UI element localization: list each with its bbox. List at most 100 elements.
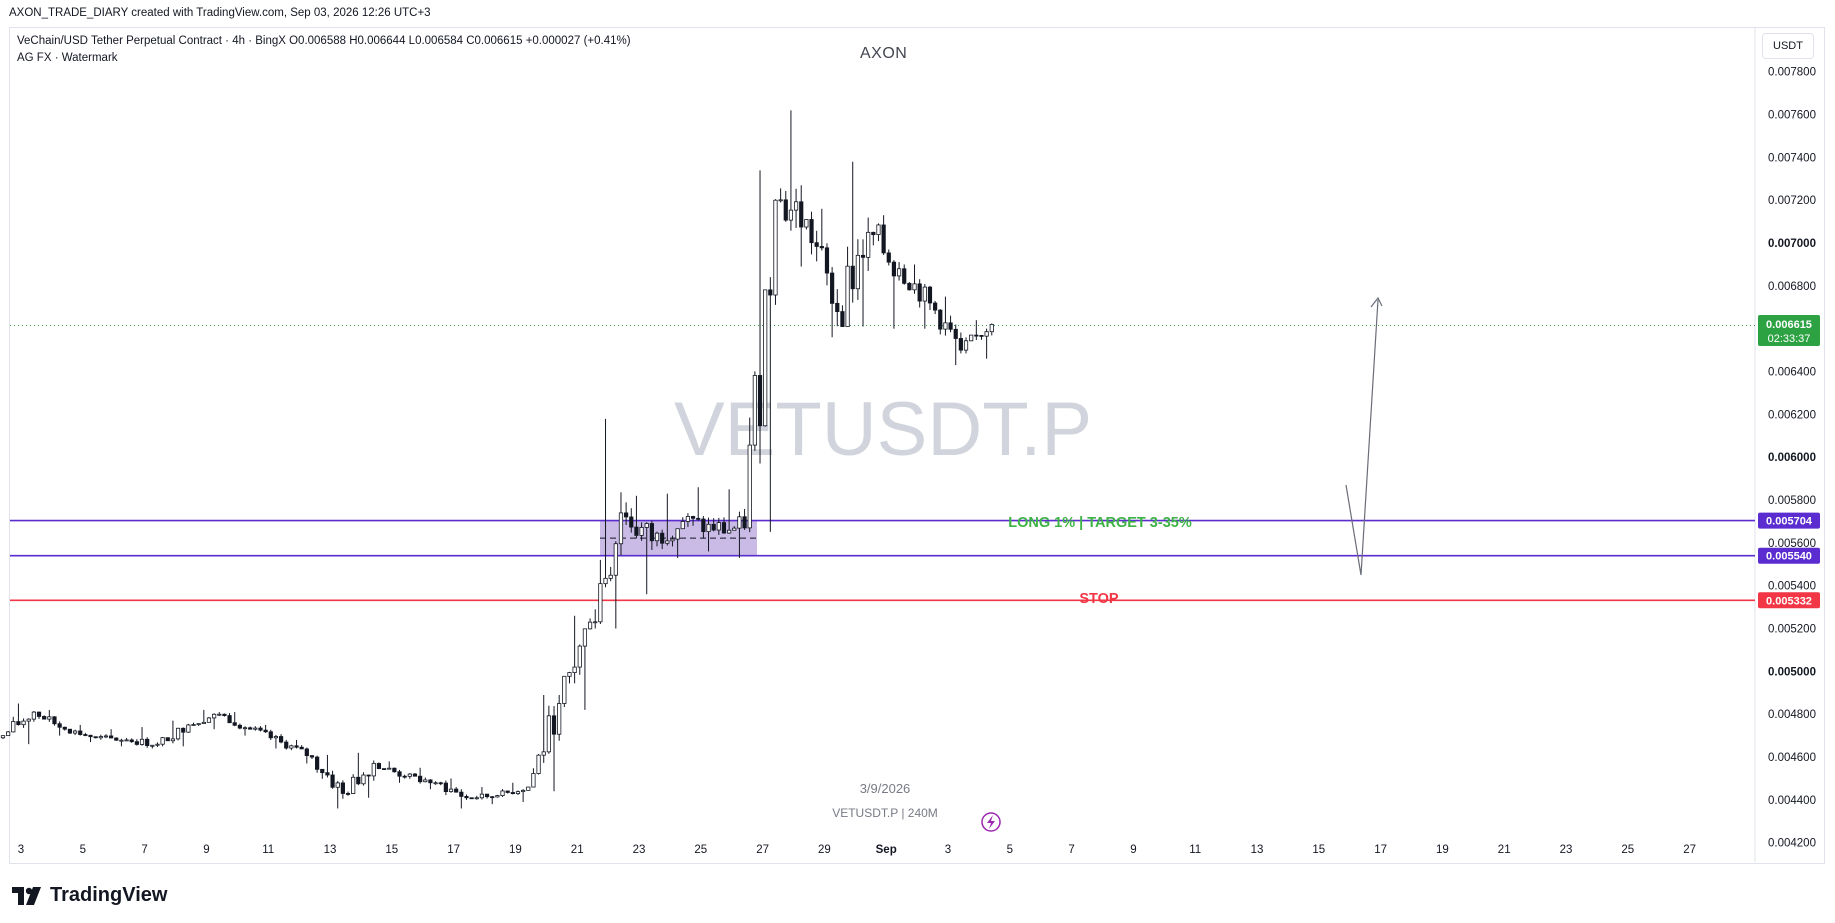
candle-body <box>315 756 320 770</box>
candle-body <box>0 735 6 739</box>
indicator-legend[interactable]: AG FX · Watermark <box>17 52 118 64</box>
time-tick-label: 21 <box>571 844 584 856</box>
time-tick-label: 25 <box>694 844 707 856</box>
candle-body <box>479 793 485 799</box>
candle-body <box>237 724 242 729</box>
time-tick-label: 11 <box>1189 844 1201 856</box>
time-tick-label: 15 <box>385 844 398 856</box>
candle-body <box>551 715 557 735</box>
candle-body <box>402 775 407 778</box>
candle-body <box>139 738 145 745</box>
candle-body <box>721 522 727 534</box>
candle-body <box>515 791 521 795</box>
candle-body <box>536 754 541 774</box>
candle-body <box>165 737 170 742</box>
price-tick-label: 0.004400 <box>1768 795 1816 807</box>
candle-body <box>448 788 454 793</box>
candle-body <box>819 246 824 249</box>
candle-body <box>438 782 443 785</box>
price-axis[interactable]: 0.007800 0.007600 0.007400 0.007200 0.007000… <box>1768 67 1816 850</box>
candle-body <box>624 512 629 518</box>
candle-body <box>418 775 423 783</box>
stop-price-tag[interactable]: 0.005332 <box>1758 592 1820 609</box>
candle-body <box>93 736 98 739</box>
candle-body <box>871 231 876 236</box>
candle-body <box>763 289 768 427</box>
time-tick-label: 5 <box>80 844 86 856</box>
candle-body <box>896 268 902 277</box>
candle-body <box>577 645 582 668</box>
candle-body <box>948 322 953 330</box>
time-tick-label: 29 <box>818 844 831 856</box>
candle-body <box>984 331 989 337</box>
candle-body <box>351 776 356 794</box>
candle-body <box>953 328 958 339</box>
time-tick-label: 7 <box>1068 844 1074 856</box>
stop-price: 0.005332 <box>1766 595 1812 607</box>
candle-body <box>490 796 495 799</box>
candle-body <box>356 776 361 785</box>
candle-body <box>98 736 103 739</box>
stop-label[interactable]: STOP <box>1079 591 1119 607</box>
candle-body <box>268 731 273 739</box>
candle-body <box>459 791 464 797</box>
time-tick-label: 7 <box>141 844 147 856</box>
price-tick-label: 0.006400 <box>1768 367 1816 379</box>
lightning-icon[interactable] <box>981 812 1001 832</box>
projection-path[interactable] <box>1345 299 1379 576</box>
price-tick-label: 0.005400 <box>1768 581 1816 593</box>
candle-body <box>716 522 721 531</box>
candle-body <box>690 516 696 519</box>
time-tick-label: 11 <box>262 844 274 856</box>
zone-bottom-price-tag[interactable]: 0.005540 <box>1758 547 1820 564</box>
zone-top-price-tag[interactable]: 0.005704 <box>1758 512 1820 529</box>
candle-body <box>917 283 922 302</box>
candle-body <box>181 727 186 733</box>
candle-body <box>639 527 644 536</box>
candle-body <box>109 735 114 739</box>
candle-body <box>273 736 279 739</box>
time-axis[interactable]: 3 5 7 9 11 13 15 17 19 21 23 25 27 29 Sep 3 5 7 9 11 13 15 17 1… <box>18 844 1696 856</box>
price-tick-label: 0.005600 <box>1768 538 1816 550</box>
candle-body <box>711 523 716 531</box>
candle-body <box>294 745 299 748</box>
bar-countdown: 02:33:37 <box>1768 333 1811 345</box>
candle-body <box>876 224 881 236</box>
candle-body <box>963 340 969 351</box>
candle-body <box>500 790 505 797</box>
candle-body <box>629 516 634 528</box>
candle-body <box>922 286 927 302</box>
long-target-label[interactable]: LONG 1% | TARGET 3-35% <box>1008 515 1192 531</box>
candle-body <box>484 793 490 798</box>
candle-body <box>397 771 402 777</box>
currency-button[interactable]: USDT <box>1762 33 1814 59</box>
time-tick-label: 9 <box>1130 844 1136 856</box>
candle-body <box>31 711 36 720</box>
candle-body <box>587 621 593 630</box>
time-tick-label: 23 <box>1560 844 1573 856</box>
candle-body <box>505 790 510 793</box>
candle-body <box>933 302 938 311</box>
candle-body <box>345 793 351 795</box>
candle-body <box>407 773 412 777</box>
current-price-tag[interactable]: 0.006615 02:33:37 <box>1758 315 1820 346</box>
candle-body <box>824 247 830 274</box>
tradingview-logo[interactable]: TradingView <box>12 884 167 907</box>
symbol-info-legend[interactable]: VeChain/USD Tether Perpetual Contract · … <box>17 35 631 47</box>
price-tick-label: 0.005800 <box>1768 495 1816 507</box>
candle-body <box>258 727 263 731</box>
chart-frame <box>9 27 1825 864</box>
candle-body <box>634 526 639 536</box>
candle-body <box>361 774 366 785</box>
candle-body <box>814 242 819 247</box>
candle-body <box>134 741 139 745</box>
candle-body <box>927 286 933 304</box>
candle-body <box>72 730 78 734</box>
candle-body <box>752 375 757 446</box>
time-tick-label: 21 <box>1498 844 1511 856</box>
attribution-text: AXON_TRADE_DIARY created with TradingVie… <box>9 7 431 19</box>
candle-body <box>510 792 515 795</box>
candle-body <box>124 739 129 742</box>
chart-title: AXON <box>860 45 908 62</box>
